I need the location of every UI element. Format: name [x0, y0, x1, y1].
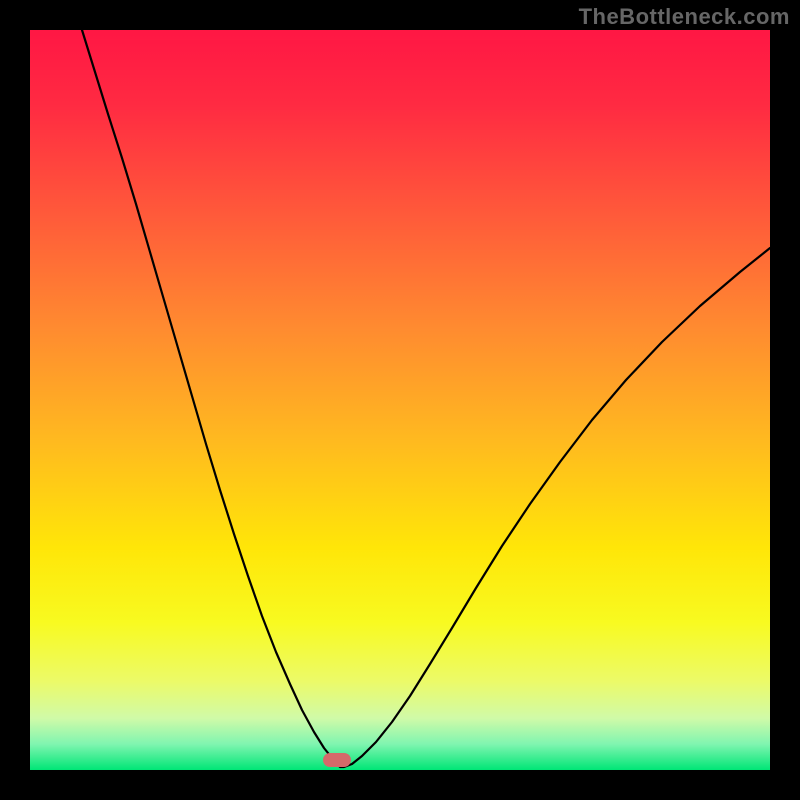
watermark-text: TheBottleneck.com [579, 4, 790, 30]
notch-marker [323, 753, 351, 767]
bottleneck-chart-svg [0, 0, 800, 800]
plot-area [30, 30, 770, 770]
chart-container: TheBottleneck.com [0, 0, 800, 800]
